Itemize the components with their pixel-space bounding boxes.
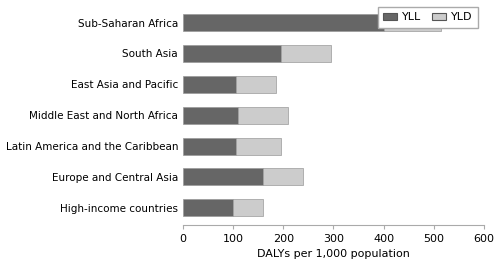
- Bar: [183, 14, 384, 31]
- Bar: [183, 76, 236, 93]
- Bar: [236, 138, 281, 154]
- Bar: [281, 45, 331, 62]
- Bar: [183, 138, 236, 154]
- Bar: [183, 107, 238, 124]
- Bar: [233, 199, 263, 216]
- Bar: [384, 14, 442, 31]
- X-axis label: DALYs per 1,000 population: DALYs per 1,000 population: [257, 249, 410, 259]
- Bar: [183, 199, 233, 216]
- Bar: [183, 45, 281, 62]
- Bar: [238, 107, 288, 124]
- Bar: [183, 169, 263, 185]
- Bar: [263, 169, 304, 185]
- Bar: [236, 76, 276, 93]
- Legend: YLL, YLD: YLL, YLD: [378, 7, 478, 28]
